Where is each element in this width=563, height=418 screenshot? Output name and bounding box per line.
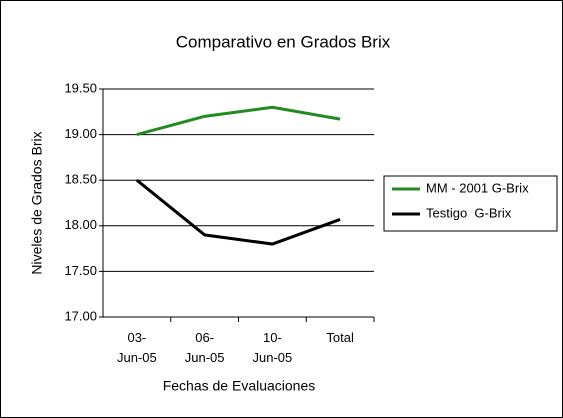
x-tick-label: 06-Jun-05 [184,330,225,365]
x-tick-label: 03-Jun-05 [117,330,157,365]
y-tick-label: 19.00 [64,126,97,141]
y-tick-label: 17.00 [64,308,97,323]
y-tick-label: 17.50 [64,263,97,278]
y-tick-label: 18.50 [64,172,97,187]
y-tick-label: 18.00 [64,217,97,232]
y-axis-title: Niveles de Grados Brix [29,131,45,274]
legend-label: Testigo G-Brix [426,205,512,220]
legend-label: MM - 2001 G-Brix [426,180,529,195]
x-tick-label: Total [326,330,354,345]
series-line [136,105,341,137]
chart-title: Comparativo en Grados Brix [176,32,391,51]
x-tick-label: 10-Jun-05 [252,330,293,365]
y-tick-label: 19.50 [64,80,97,95]
legend-box [383,175,558,232]
series-line [135,179,341,246]
x-axis-title: Fechas de Evaluaciones [163,378,316,394]
